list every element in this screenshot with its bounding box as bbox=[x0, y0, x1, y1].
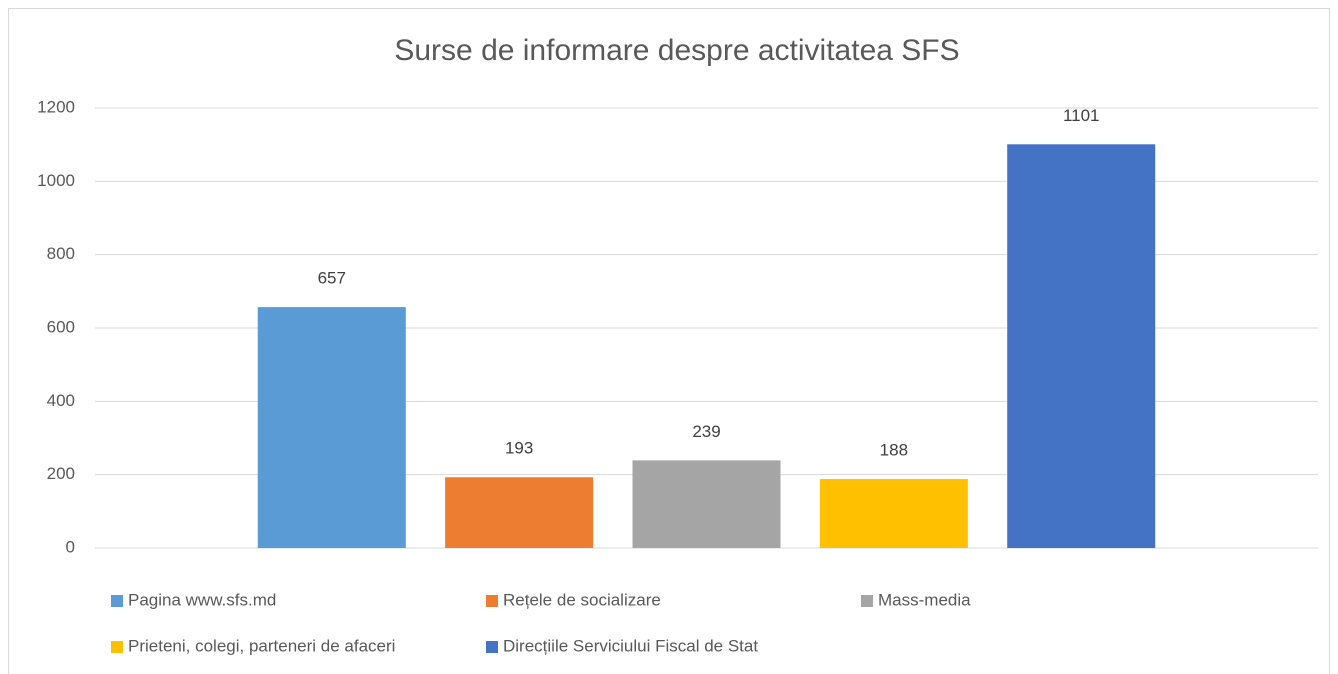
bar bbox=[632, 460, 781, 548]
legend-swatch bbox=[111, 595, 123, 607]
y-tick-label: 0 bbox=[66, 537, 75, 556]
y-tick-label: 800 bbox=[47, 244, 75, 263]
legend-swatch bbox=[486, 641, 498, 653]
legend-label: Mass-media bbox=[878, 590, 971, 609]
chart-title: Surse de informare despre activitatea SF… bbox=[394, 34, 959, 67]
y-tick-label: 200 bbox=[47, 464, 75, 483]
data-label: 193 bbox=[505, 439, 533, 458]
data-label: 1101 bbox=[1063, 106, 1100, 125]
legend-label: Prieteni, colegi, parteneri de afaceri bbox=[128, 636, 395, 655]
data-label: 657 bbox=[318, 269, 346, 288]
bar bbox=[257, 307, 406, 548]
legend-swatch bbox=[111, 641, 123, 653]
legend-label: Rețele de socializare bbox=[503, 590, 661, 609]
y-tick-label: 1200 bbox=[37, 97, 75, 116]
y-tick-label: 600 bbox=[47, 317, 75, 336]
y-tick-label: 400 bbox=[47, 391, 75, 410]
legend-label: Direcțiile Serviciului Fiscal de Stat bbox=[503, 636, 758, 655]
data-label: 239 bbox=[692, 422, 720, 441]
data-label: 188 bbox=[880, 441, 908, 460]
y-tick-label: 1000 bbox=[37, 171, 75, 190]
bar bbox=[819, 479, 968, 548]
legend-swatch bbox=[861, 595, 873, 607]
bar bbox=[445, 477, 594, 548]
legend-swatch bbox=[486, 595, 498, 607]
bar bbox=[1007, 144, 1156, 549]
legend-label: Pagina www.sfs.md bbox=[128, 590, 276, 609]
